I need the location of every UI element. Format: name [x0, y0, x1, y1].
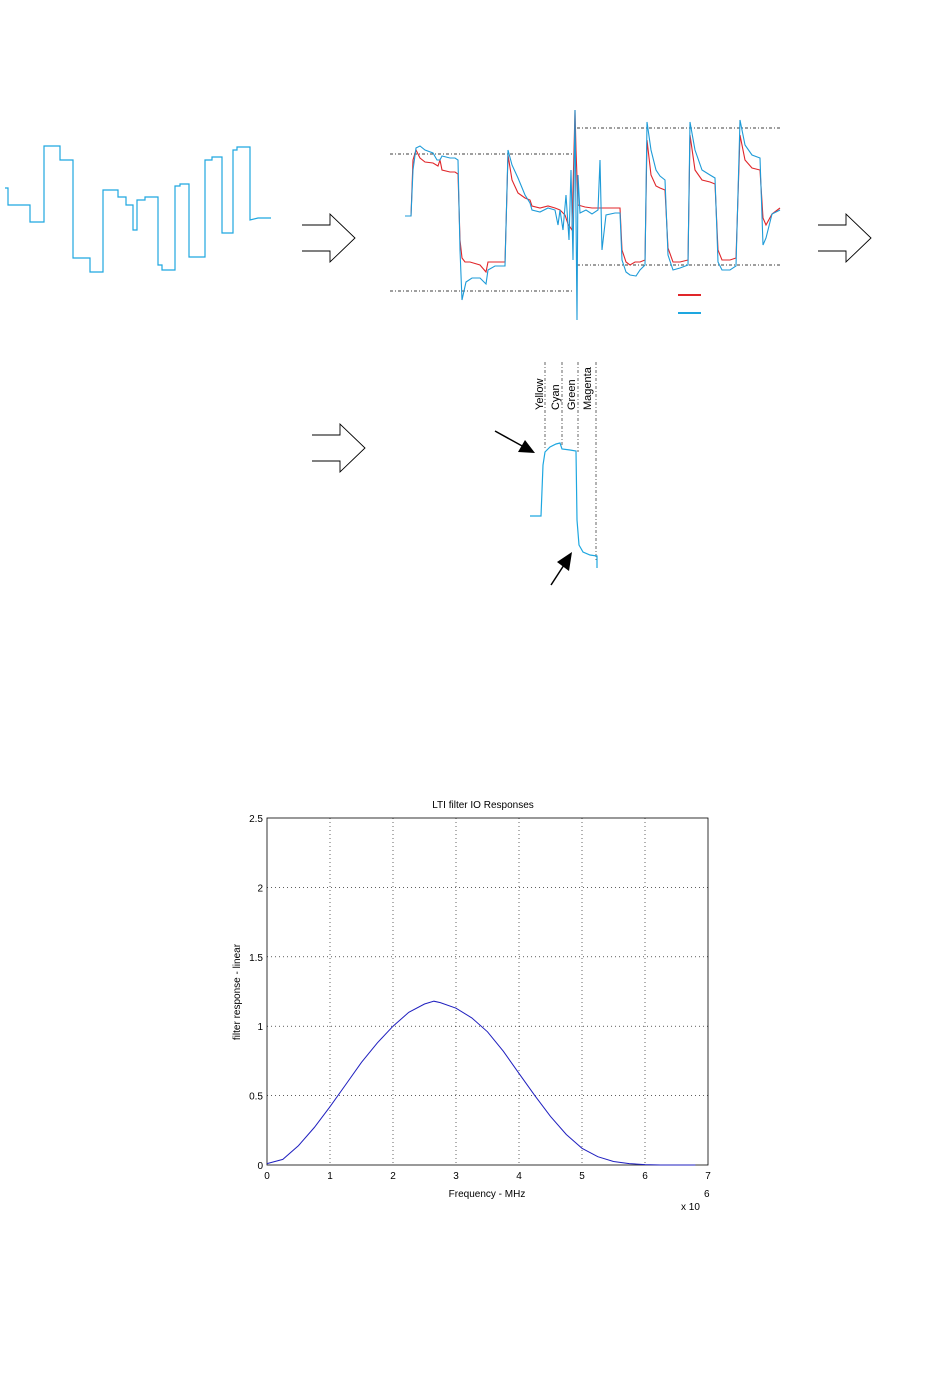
input-staircase-signal — [5, 145, 271, 273]
color-bar-signal — [530, 442, 598, 568]
x-tick-label: 4 — [516, 1171, 522, 1182]
reference-lines — [390, 127, 780, 292]
response-curve — [266, 1000, 696, 1166]
right-arrow — [312, 422, 366, 474]
chart-title: LTI filter IO Responses — [432, 800, 534, 811]
pointer-arrow-top — [494, 430, 535, 453]
bar-divider-lines — [544, 362, 597, 560]
chart-grid — [267, 818, 708, 1165]
chart-ticks: 0 1 2 3 4 5 6 7 0 0.5 1 1.5 2 2.5 — [249, 814, 711, 1182]
bar-label-green: Green — [566, 379, 578, 410]
bar-label-magenta: Magenta — [582, 366, 594, 410]
x-multiplier: x 10 — [681, 1202, 700, 1213]
bar-label-yellow: Yellow — [534, 379, 546, 410]
y-tick-label: 1.5 — [249, 953, 263, 964]
x-axis-label: Frequency - MHz — [449, 1189, 526, 1200]
x-tick-label: 6 — [642, 1171, 648, 1182]
y-tick-label: 0 — [257, 1161, 263, 1172]
x-tick-label: 5 — [579, 1171, 585, 1182]
x-tick-label: 0 — [264, 1171, 270, 1182]
y-axis-label: filter response - linear — [232, 943, 243, 1040]
x-exponent: 6 — [704, 1189, 710, 1200]
x-tick-label: 7 — [705, 1171, 711, 1182]
y-tick-label: 1 — [257, 1022, 263, 1033]
pointer-arrow-bottom — [550, 552, 572, 586]
right-arrow — [302, 212, 356, 264]
x-tick-label: 2 — [390, 1171, 396, 1182]
plot-frame — [266, 817, 709, 1166]
y-tick-label: 2 — [257, 883, 263, 894]
right-arrow — [818, 212, 872, 264]
x-tick-label: 3 — [453, 1171, 459, 1182]
bar-label-cyan: Cyan — [550, 384, 562, 410]
blue-trace — [405, 109, 781, 321]
x-tick-label: 1 — [327, 1171, 333, 1182]
y-tick-label: 0.5 — [249, 1092, 263, 1103]
color-bar-labels: Yellow Cyan Green Magenta — [534, 366, 594, 410]
y-tick-label: 2.5 — [249, 814, 263, 825]
